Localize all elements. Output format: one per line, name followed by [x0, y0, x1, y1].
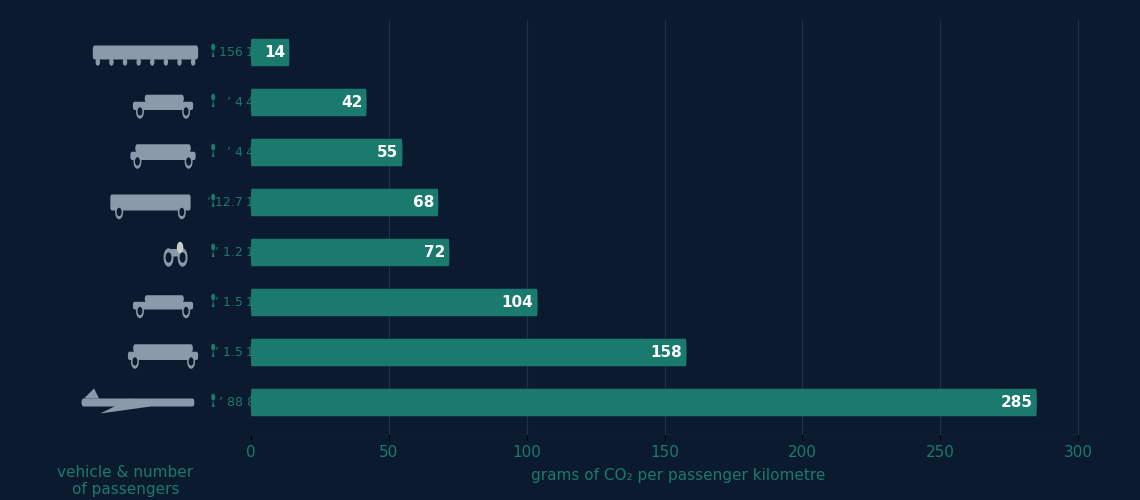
FancyBboxPatch shape: [136, 144, 190, 152]
Circle shape: [123, 59, 127, 65]
Circle shape: [164, 59, 168, 65]
FancyBboxPatch shape: [251, 239, 449, 266]
FancyBboxPatch shape: [251, 339, 686, 366]
Circle shape: [187, 158, 190, 165]
Circle shape: [188, 355, 195, 368]
Text: 156: 156: [246, 46, 269, 59]
Polygon shape: [212, 150, 214, 157]
Text: ’ 12.7: ’ 12.7: [206, 196, 243, 209]
Circle shape: [179, 206, 185, 218]
Circle shape: [192, 59, 195, 65]
Circle shape: [212, 44, 214, 50]
Polygon shape: [84, 388, 99, 398]
Circle shape: [182, 304, 189, 318]
Circle shape: [212, 394, 214, 400]
Circle shape: [180, 208, 184, 216]
Circle shape: [212, 294, 214, 300]
Circle shape: [116, 206, 122, 218]
Circle shape: [212, 344, 214, 350]
Polygon shape: [212, 250, 214, 257]
Circle shape: [178, 59, 181, 65]
Circle shape: [137, 105, 144, 118]
Circle shape: [138, 308, 141, 314]
Polygon shape: [212, 300, 214, 307]
FancyBboxPatch shape: [251, 89, 367, 117]
X-axis label: grams of CO₂ per passenger kilometre: grams of CO₂ per passenger kilometre: [531, 468, 825, 483]
Text: ’ 1.5: ’ 1.5: [214, 346, 243, 359]
FancyBboxPatch shape: [133, 302, 193, 310]
Circle shape: [117, 208, 121, 216]
FancyBboxPatch shape: [251, 289, 538, 316]
Circle shape: [185, 308, 188, 314]
Text: 88: 88: [246, 396, 262, 409]
Text: 42: 42: [341, 95, 363, 110]
Text: 1.5: 1.5: [246, 346, 266, 359]
FancyBboxPatch shape: [251, 39, 290, 66]
Text: 14: 14: [264, 45, 285, 60]
Text: 1.2: 1.2: [246, 246, 266, 259]
FancyBboxPatch shape: [251, 139, 402, 166]
Text: 4: 4: [246, 96, 254, 109]
Circle shape: [133, 358, 137, 365]
Text: ’ 4: ’ 4: [227, 146, 243, 159]
Polygon shape: [212, 50, 214, 57]
Circle shape: [212, 94, 214, 100]
Text: ’ 88: ’ 88: [219, 396, 243, 409]
Circle shape: [137, 304, 144, 318]
Circle shape: [150, 59, 154, 65]
FancyBboxPatch shape: [170, 249, 181, 256]
Text: vehicle & number
of passengers: vehicle & number of passengers: [57, 465, 194, 498]
Circle shape: [109, 59, 113, 65]
Text: 1.5: 1.5: [246, 296, 266, 309]
Polygon shape: [100, 398, 150, 413]
Circle shape: [136, 158, 139, 165]
Circle shape: [212, 194, 214, 200]
Circle shape: [138, 108, 141, 115]
Circle shape: [186, 155, 192, 168]
Polygon shape: [212, 200, 214, 207]
Circle shape: [135, 155, 140, 168]
FancyBboxPatch shape: [82, 398, 194, 406]
FancyBboxPatch shape: [92, 46, 198, 60]
Circle shape: [96, 59, 99, 65]
Text: 4: 4: [246, 146, 254, 159]
Text: ’ 4: ’ 4: [227, 96, 243, 109]
FancyBboxPatch shape: [111, 194, 190, 210]
Circle shape: [178, 242, 182, 252]
FancyBboxPatch shape: [130, 152, 196, 160]
Text: 104: 104: [502, 295, 534, 310]
Polygon shape: [212, 400, 214, 407]
Text: ’ 1.2: ’ 1.2: [214, 246, 243, 259]
Text: ’ 1.5: ’ 1.5: [214, 296, 243, 309]
Polygon shape: [212, 350, 214, 357]
Circle shape: [182, 105, 189, 118]
Text: 55: 55: [377, 145, 398, 160]
Text: 158: 158: [651, 345, 683, 360]
FancyBboxPatch shape: [251, 389, 1037, 416]
Text: 285: 285: [1001, 395, 1033, 410]
FancyBboxPatch shape: [133, 102, 193, 110]
FancyBboxPatch shape: [145, 94, 184, 102]
Circle shape: [178, 249, 187, 266]
Circle shape: [212, 144, 214, 150]
Text: 68: 68: [413, 195, 434, 210]
Circle shape: [180, 253, 185, 262]
Circle shape: [212, 244, 214, 250]
Circle shape: [132, 355, 138, 368]
Text: ’ 156: ’ 156: [211, 46, 243, 59]
FancyBboxPatch shape: [128, 352, 198, 360]
Circle shape: [185, 108, 188, 115]
Polygon shape: [212, 100, 214, 107]
Circle shape: [137, 59, 140, 65]
FancyBboxPatch shape: [145, 295, 184, 302]
FancyBboxPatch shape: [133, 344, 193, 352]
Circle shape: [189, 358, 193, 365]
Circle shape: [166, 253, 171, 262]
Circle shape: [164, 249, 173, 266]
FancyBboxPatch shape: [251, 188, 439, 216]
Text: 12.7: 12.7: [246, 196, 274, 209]
Text: 72: 72: [424, 245, 446, 260]
